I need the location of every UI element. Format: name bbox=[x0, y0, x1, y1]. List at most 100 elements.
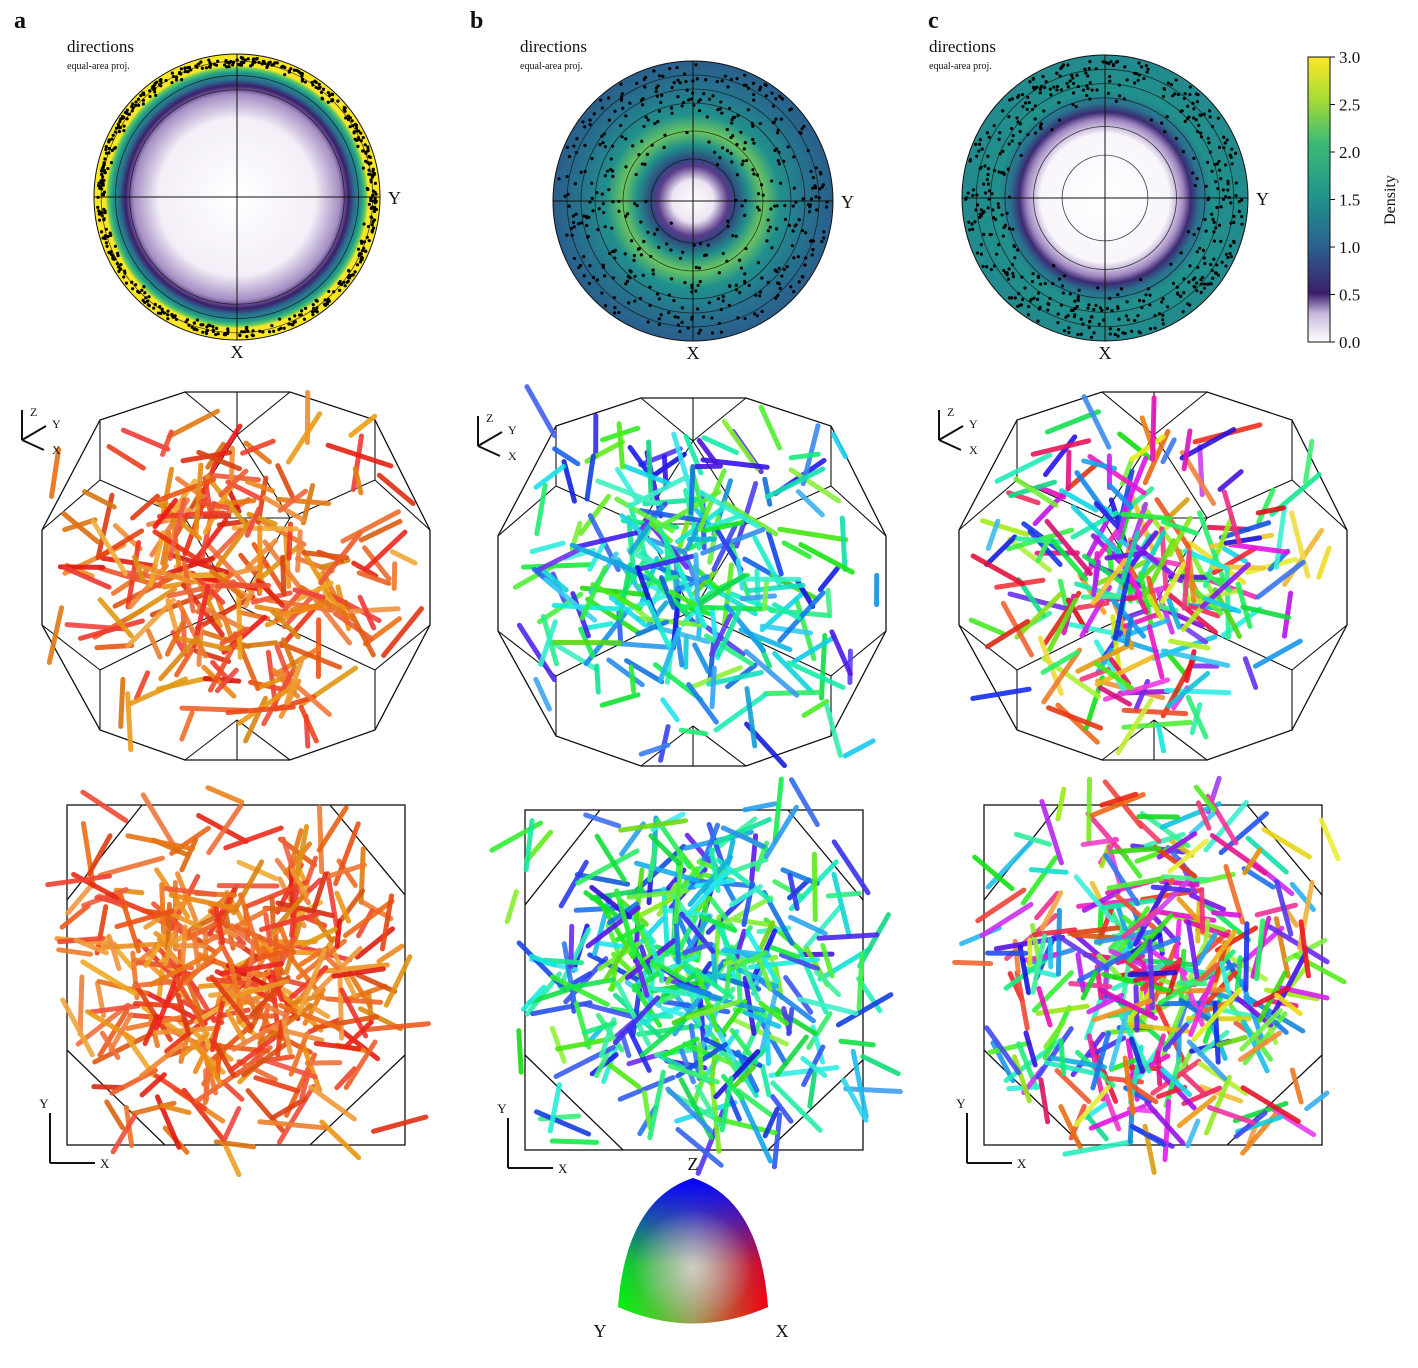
direction-dot bbox=[1110, 309, 1113, 312]
direction-dot bbox=[105, 152, 108, 155]
direction-dot bbox=[1150, 118, 1153, 121]
direction-dot bbox=[783, 204, 786, 207]
direction-dot bbox=[366, 161, 369, 164]
colorbar-tick-label: 3.0 bbox=[1339, 48, 1360, 67]
direction-dot bbox=[1217, 160, 1220, 163]
direction-dot bbox=[738, 259, 741, 262]
direction-dot bbox=[300, 313, 303, 316]
fiber bbox=[791, 454, 818, 458]
direction-dot bbox=[1088, 320, 1091, 323]
direction-dot bbox=[563, 195, 566, 198]
direction-dot bbox=[986, 155, 989, 158]
direction-dot bbox=[1162, 322, 1165, 325]
direction-dot bbox=[1171, 94, 1174, 97]
direction-dot bbox=[1027, 305, 1030, 308]
direction-dot bbox=[184, 70, 187, 73]
direction-dot bbox=[371, 170, 374, 173]
direction-dot bbox=[624, 282, 627, 285]
direction-dot bbox=[726, 220, 729, 223]
direction-dot bbox=[362, 167, 365, 170]
fiber bbox=[762, 1066, 769, 1095]
direction-dot bbox=[656, 292, 659, 295]
direction-dot bbox=[658, 74, 661, 77]
direction-dot bbox=[772, 104, 775, 107]
direction-dot bbox=[135, 100, 138, 103]
direction-dot bbox=[1196, 130, 1199, 133]
direction-dot bbox=[367, 173, 370, 176]
polyhedron-edge bbox=[1292, 625, 1347, 670]
direction-dot bbox=[153, 87, 156, 90]
fiber bbox=[1124, 710, 1186, 713]
direction-dot bbox=[1166, 305, 1169, 308]
direction-dot bbox=[315, 86, 318, 89]
fiber bbox=[1089, 779, 1090, 842]
direction-dot bbox=[100, 230, 103, 233]
direction-dot bbox=[1067, 85, 1070, 88]
direction-dot bbox=[643, 163, 646, 166]
direction-dot bbox=[99, 185, 102, 188]
direction-dot bbox=[1234, 152, 1237, 155]
direction-dot bbox=[371, 220, 374, 223]
direction-dot bbox=[648, 304, 651, 307]
direction-dot bbox=[818, 187, 821, 190]
direction-dot bbox=[1087, 303, 1090, 306]
fiber bbox=[1083, 596, 1120, 597]
direction-dot bbox=[640, 140, 643, 143]
direction-dot bbox=[1189, 85, 1192, 88]
direction-dot bbox=[1124, 332, 1127, 335]
polyhedron-edge bbox=[185, 720, 237, 760]
direction-dot bbox=[703, 254, 706, 257]
direction-dot bbox=[277, 328, 280, 331]
direction-dot bbox=[1206, 161, 1209, 164]
direction-dot bbox=[574, 182, 577, 185]
direction-dot bbox=[1011, 139, 1014, 142]
fiber bbox=[983, 521, 1028, 535]
direction-dot bbox=[643, 78, 646, 81]
direction-dot bbox=[1067, 326, 1070, 329]
direction-dot bbox=[1120, 287, 1123, 290]
direction-dot bbox=[360, 242, 363, 245]
direction-dot bbox=[1026, 133, 1029, 136]
direction-dot bbox=[1240, 215, 1243, 218]
direction-dot bbox=[812, 176, 815, 179]
direction-dot bbox=[1222, 188, 1225, 191]
fiber bbox=[561, 862, 586, 906]
direction-dot bbox=[193, 327, 196, 330]
direction-dot bbox=[607, 96, 610, 99]
direction-dot bbox=[583, 170, 586, 173]
direction-dot bbox=[985, 265, 988, 268]
direction-dot bbox=[1229, 222, 1232, 225]
direction-dot bbox=[1184, 92, 1187, 95]
direction-dot bbox=[791, 244, 794, 247]
direction-dot bbox=[969, 159, 972, 162]
direction-dot bbox=[601, 107, 604, 110]
fiber bbox=[619, 424, 622, 467]
direction-dot bbox=[685, 131, 688, 134]
y-axis-label: Y bbox=[1256, 189, 1269, 209]
direction-dot bbox=[663, 134, 666, 137]
direction-dot bbox=[1075, 105, 1078, 108]
direction-dot bbox=[1008, 98, 1011, 101]
direction-dot bbox=[1199, 278, 1202, 281]
direction-dot bbox=[301, 79, 304, 82]
direction-dot bbox=[613, 306, 616, 309]
direction-dot bbox=[718, 271, 721, 274]
direction-dot bbox=[154, 94, 157, 97]
direction-dot bbox=[1193, 276, 1196, 279]
triad-label: X bbox=[508, 449, 517, 463]
direction-dot bbox=[728, 107, 731, 110]
direction-dot bbox=[1182, 150, 1185, 153]
direction-dot bbox=[102, 164, 105, 167]
direction-dot bbox=[610, 157, 613, 160]
direction-dot bbox=[1195, 289, 1198, 292]
direction-dot bbox=[100, 169, 103, 172]
fiber bbox=[820, 569, 837, 590]
direction-dot bbox=[811, 187, 814, 190]
direction-dot bbox=[201, 331, 204, 334]
fiber bbox=[107, 1102, 123, 1128]
direction-dot bbox=[593, 112, 596, 115]
direction-dot bbox=[1024, 101, 1027, 104]
direction-dot bbox=[369, 161, 372, 164]
fiber bbox=[49, 608, 61, 663]
direction-dot bbox=[656, 95, 659, 98]
